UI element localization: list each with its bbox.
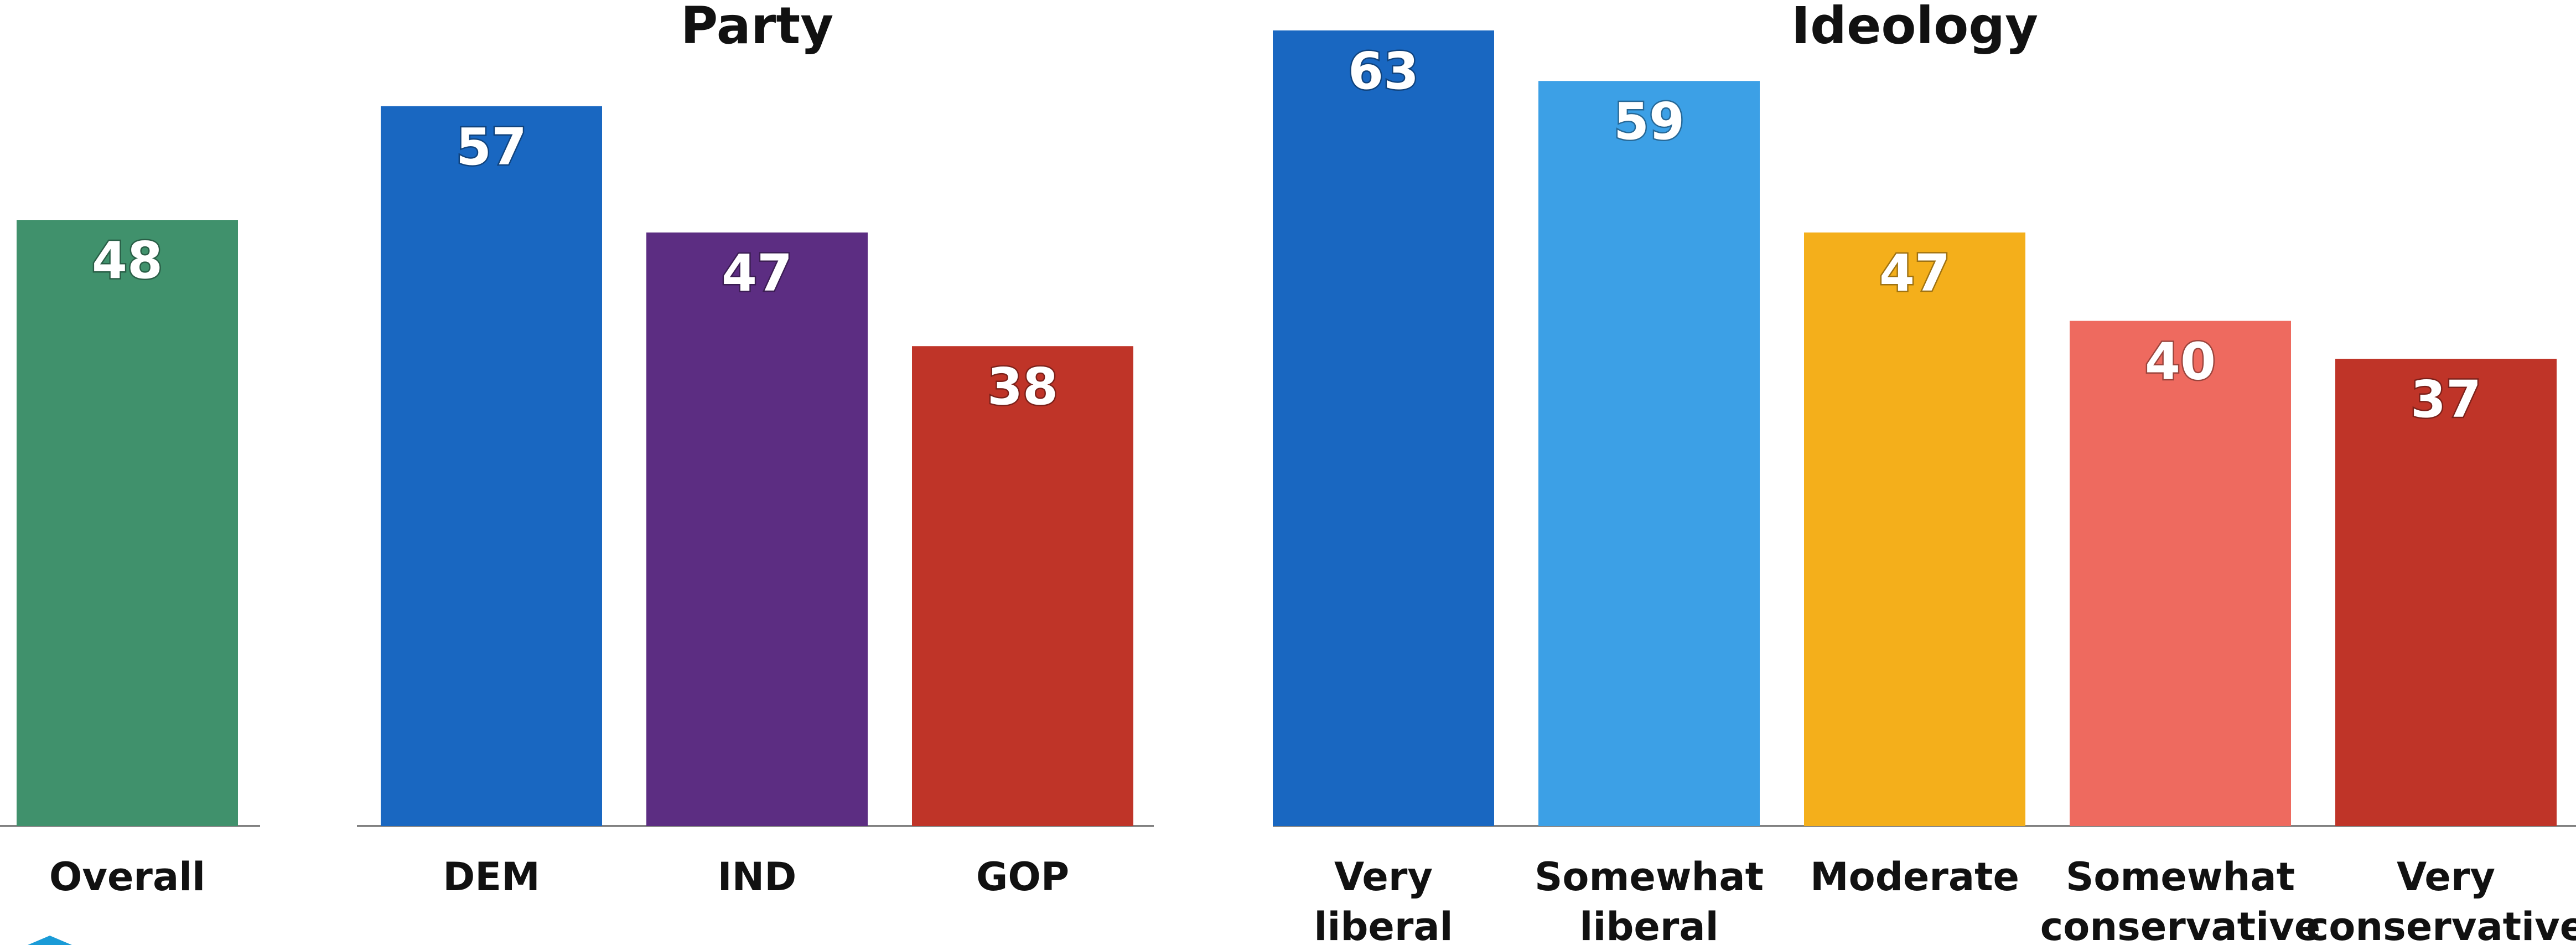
bar — [1273, 30, 1494, 826]
bar-value-label: 63 — [1348, 42, 1419, 101]
bar-group-2: Ideology 63 Very liberal 59 Somewhat liberal 47… — [1273, 0, 2576, 945]
logo-icon — [28, 936, 72, 945]
bar-value-label: 57 — [456, 117, 527, 177]
category-label: Very liberal — [1314, 854, 1453, 945]
bar — [2070, 321, 2291, 826]
category-label: Very conservative — [2306, 854, 2576, 945]
bar-group-1: Party 57 DEM 47 IND 38 GOP — [357, 0, 1154, 900]
category-label: Somewhat conservative — [2040, 854, 2321, 945]
bar-value-label: 59 — [1614, 92, 1684, 151]
bar — [646, 232, 868, 826]
group-title: Ideology — [1791, 0, 2038, 55]
bar — [2335, 359, 2557, 826]
bar — [1804, 232, 2025, 826]
category-label: IND — [718, 854, 797, 900]
category-label: Overall — [49, 854, 205, 900]
bar-value-label: 47 — [1879, 244, 1950, 303]
bar-value-label: 37 — [2411, 370, 2481, 429]
category-label: DEM — [443, 854, 540, 900]
bar-value-label: 38 — [987, 357, 1058, 416]
bar — [381, 106, 602, 826]
bar-value-label: 47 — [722, 244, 792, 303]
bar-value-label: 40 — [2145, 332, 2216, 391]
bar-value-label: 48 — [92, 231, 163, 290]
bar — [17, 220, 238, 827]
category-label: Moderate — [1810, 854, 2019, 900]
category-label: GOP — [976, 854, 1069, 900]
group-title: Party — [681, 0, 833, 55]
category-label: Somewhat liberal — [1535, 854, 1764, 945]
bar — [912, 346, 1133, 826]
bar-group-0: 48 Overall — [0, 220, 260, 900]
bar — [1538, 81, 1760, 827]
